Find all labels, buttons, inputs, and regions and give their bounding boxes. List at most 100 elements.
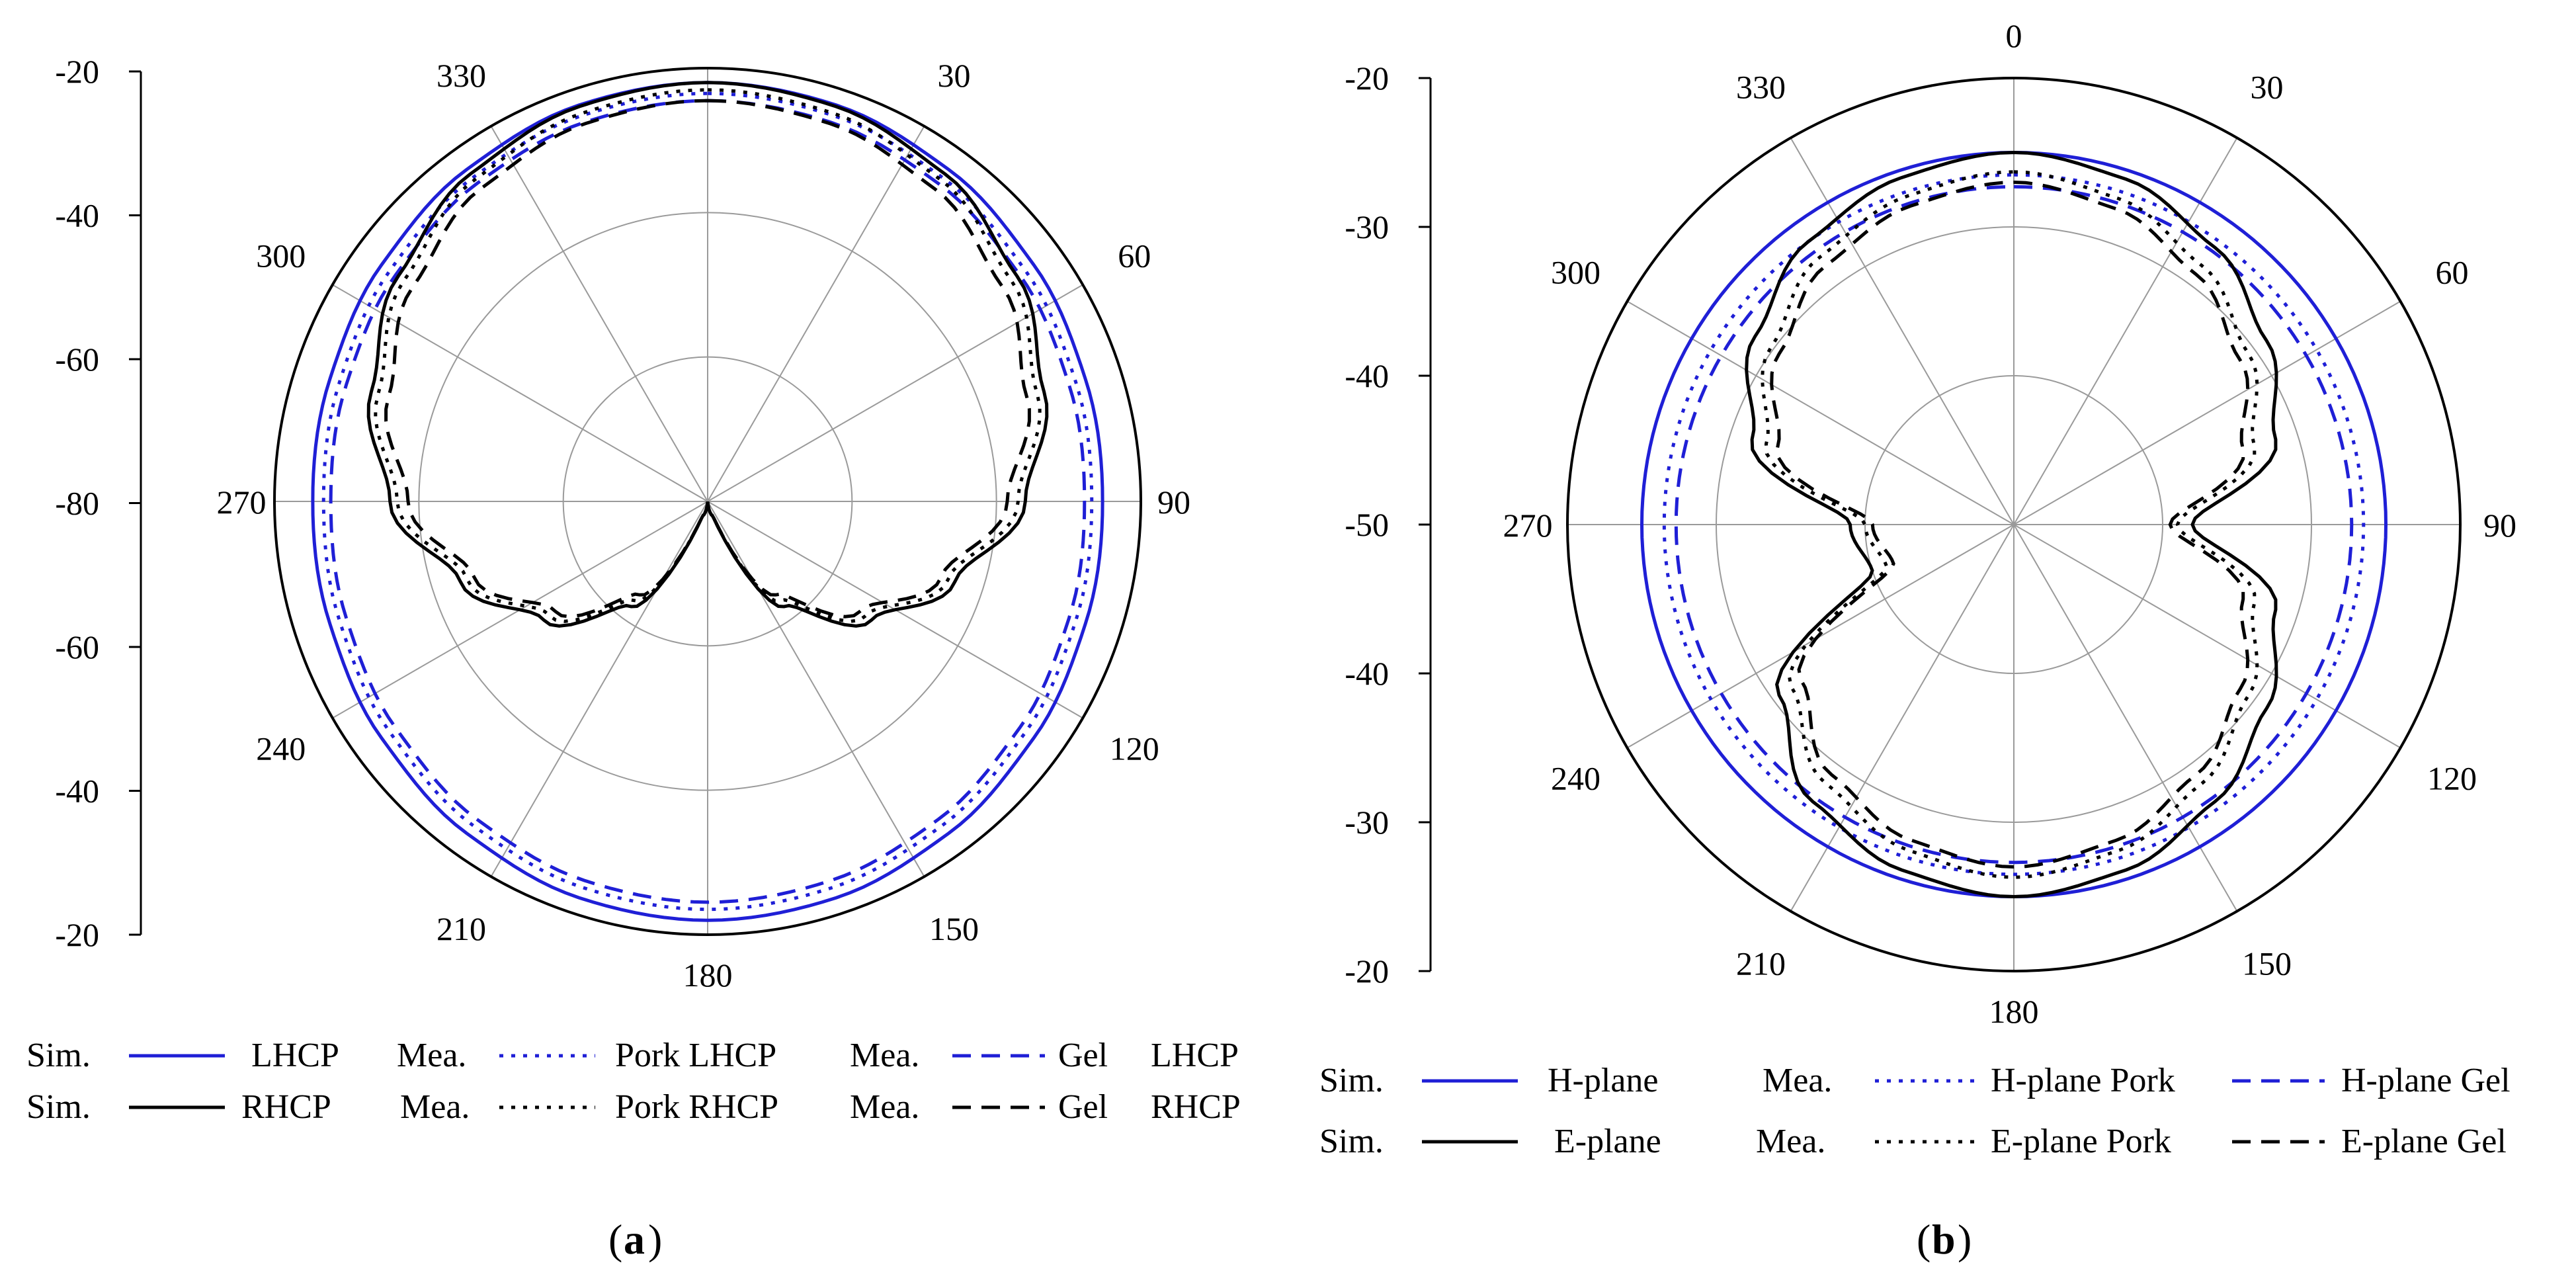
a-legend-label-gel-lhcp: LHCP xyxy=(1151,1037,1239,1074)
grid-spoke xyxy=(490,126,708,502)
angle-label-60: 60 xyxy=(1118,237,1151,275)
radial-tick-label: -40 xyxy=(1345,357,1389,394)
angle-label-240: 240 xyxy=(1551,760,1600,797)
radial-tick-label: -50 xyxy=(1345,506,1389,543)
grid-spoke xyxy=(2013,524,2238,912)
angle-label-270: 270 xyxy=(217,484,267,521)
series-line-a-sim-lhcp xyxy=(311,81,1104,922)
angle-label-0: 0 xyxy=(2006,17,2022,54)
radial-tick-label: -40 xyxy=(1345,655,1389,692)
a-legend-mea-2: Mea. xyxy=(850,1037,919,1074)
angle-label-30: 30 xyxy=(2251,68,2284,105)
a-legend-mea-3: Mea. xyxy=(400,1088,470,1126)
radial-tick-label: -40 xyxy=(55,773,99,810)
grid-spoke xyxy=(1790,137,2015,525)
a-legend-mea-4: Mea. xyxy=(850,1088,919,1126)
radial-tick-label: -40 xyxy=(55,197,99,234)
series-line-b-mea-e-gel xyxy=(1770,181,2250,869)
b-legend-mea-2: Mea. xyxy=(1756,1123,1825,1160)
angle-label-90: 90 xyxy=(1157,484,1190,521)
angle-label-180: 180 xyxy=(683,957,733,994)
b-legend-label-e-gel: E-plane Gel xyxy=(2341,1123,2507,1160)
angle-label-120: 120 xyxy=(2427,760,2477,797)
a-legend-label-pork-rhcp: Pork RHCP xyxy=(615,1088,778,1126)
b-legend-sim-1: Sim. xyxy=(1319,1062,1384,1099)
grid-spoke xyxy=(332,284,708,502)
outer-ring xyxy=(1566,77,2462,972)
grid-spoke xyxy=(2013,137,2238,525)
b-caption-open: ( xyxy=(1917,1216,1931,1263)
angle-label-210: 210 xyxy=(436,910,486,947)
a-angle-labels: 330 30 60 90 120 150 180 210 240 270 300 xyxy=(217,57,1191,994)
b-series-group xyxy=(1640,151,2388,899)
angle-label-180: 180 xyxy=(1989,993,2039,1030)
series-line-a-mea-pork-lhcp xyxy=(321,91,1094,912)
a-radial-axis-ticks: -20 -40 -60 -80 -60 -40 -20 xyxy=(55,53,141,953)
outer-ring xyxy=(273,67,1142,936)
a-legend-sim-2: Sim. xyxy=(26,1088,91,1126)
a-legend-mea-1: Mea. xyxy=(397,1037,466,1074)
b-legend-label-h-plane: H-plane xyxy=(1548,1062,1658,1099)
a-caption-letter: a xyxy=(624,1216,645,1263)
radial-tick-label: -20 xyxy=(55,53,99,90)
angle-label-90: 90 xyxy=(2483,507,2516,544)
grid-spoke xyxy=(1626,524,2015,749)
series-line-a-mea-gel-rhcp xyxy=(384,99,1031,619)
b-angle-labels: 0 330 30 60 90 120 150 180 210 240 270 300 xyxy=(1503,17,2517,1030)
radial-tick-label: -80 xyxy=(55,485,99,522)
a-legend-label-gel-rhcp: RHCP xyxy=(1151,1088,1241,1126)
a-legend: Sim. LHCP Mea. Pork LHCP Mea. Gel LHCP S… xyxy=(26,1037,1241,1126)
grid-spoke xyxy=(1626,300,2015,525)
radial-tick-label: -30 xyxy=(1345,208,1389,245)
grid-spoke xyxy=(707,284,1083,502)
series-line-b-mea-h-gel xyxy=(1674,185,2354,865)
a-polar-grid xyxy=(273,67,1142,936)
series-line-b-sim-e xyxy=(1745,151,2278,899)
grid-spoke xyxy=(490,501,708,877)
radial-tick-label: -60 xyxy=(55,341,99,378)
a-legend-label-rhcp: RHCP xyxy=(241,1088,331,1126)
a-legend-label-gel-1: Gel xyxy=(1058,1037,1108,1074)
panel-a: -20 -40 -60 -80 -60 -40 -20 330 30 60 90 120 150 180… xyxy=(26,53,1241,1263)
b-caption-letter: b xyxy=(1932,1216,1956,1263)
angle-label-30: 30 xyxy=(938,57,971,94)
b-polar-grid xyxy=(1566,77,2462,972)
angle-label-150: 150 xyxy=(929,910,979,947)
b-legend: Sim. H-plane Mea. H-plane Pork H-plane G… xyxy=(1319,1062,2511,1160)
angle-label-60: 60 xyxy=(2436,254,2469,291)
grid-spoke xyxy=(707,501,925,877)
panel-b: -20 -30 -40 -50 -40 -30 -20 0 330 30 60 90 120 150 18… xyxy=(1319,17,2516,1263)
a-caption-close: ) xyxy=(648,1216,662,1263)
angle-label-240: 240 xyxy=(256,730,306,767)
angle-label-150: 150 xyxy=(2242,945,2292,982)
angle-label-120: 120 xyxy=(1110,730,1159,767)
a-legend-label-pork-lhcp: Pork LHCP xyxy=(615,1037,776,1074)
a-legend-sim-1: Sim. xyxy=(26,1037,91,1074)
b-radial-axis-ticks: -20 -30 -40 -50 -40 -30 -20 xyxy=(1345,60,1431,990)
radial-tick-label: -20 xyxy=(1345,60,1389,97)
angle-label-330: 330 xyxy=(1736,68,1786,105)
grid-spoke xyxy=(707,126,925,502)
angle-label-330: 330 xyxy=(436,57,486,94)
series-line-a-mea-gel-lhcp xyxy=(329,99,1087,904)
radial-tick-label: -60 xyxy=(55,628,99,665)
radial-tick-label: -30 xyxy=(1345,804,1389,841)
b-legend-label-e-pork: E-plane Pork xyxy=(1991,1123,2171,1160)
grid-spoke xyxy=(2013,300,2401,525)
b-caption-close: ) xyxy=(1958,1216,1972,1263)
grid-spoke xyxy=(1790,524,2015,912)
a-legend-label-lhcp: LHCP xyxy=(251,1037,339,1074)
angle-label-300: 300 xyxy=(1551,254,1600,291)
b-legend-label-h-gel: H-plane Gel xyxy=(2341,1062,2511,1099)
b-legend-label-e-plane: E-plane xyxy=(1554,1123,1661,1160)
radial-tick-label: -20 xyxy=(55,916,99,953)
a-series-group xyxy=(311,81,1104,922)
grid-spoke xyxy=(2013,524,2401,749)
angle-label-300: 300 xyxy=(256,237,306,275)
series-line-b-mea-h-pork xyxy=(1662,173,2366,876)
b-legend-mea-1: Mea. xyxy=(1763,1062,1832,1099)
b-legend-label-h-pork: H-plane Pork xyxy=(1991,1062,2175,1099)
angle-label-210: 210 xyxy=(1736,945,1786,982)
a-caption-open: ( xyxy=(608,1216,622,1263)
angle-label-270: 270 xyxy=(1503,507,1553,544)
